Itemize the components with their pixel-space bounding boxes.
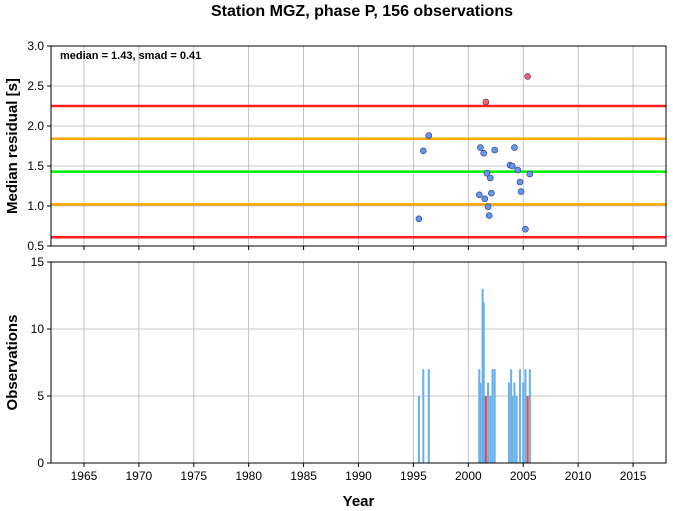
observation-bars: [417, 288, 531, 463]
y-tick-label: 1.5: [27, 159, 44, 173]
residual-point: [491, 146, 498, 154]
observation-bar: [482, 302, 485, 463]
observation-bar: [478, 369, 481, 463]
observation-bar: [513, 382, 516, 463]
reference-lines: [51, 104, 666, 239]
top-grid: [51, 45, 666, 247]
bottom-panel: 1965 1970 1975 1980 1985 1990 1995 2000 2005 2010…: [4, 255, 667, 510]
residual-point: [485, 212, 493, 219]
residual-point: [415, 215, 423, 223]
bottom-grid: [51, 261, 666, 464]
observation-bar: [417, 396, 420, 463]
observation-bar: [515, 396, 518, 463]
top-panel: 0.5 1.0 1.5 2.0 2.5 3.0 median = 1.43, smad =…: [4, 39, 667, 253]
x-axis-label: Year: [343, 493, 375, 510]
residual-point: [476, 191, 483, 199]
residual-point: [508, 162, 516, 170]
y-tick-label: 5: [37, 389, 44, 403]
x-tick-label: 1995: [400, 469, 427, 483]
chart-title: Station MGZ, phase P, 156 observations: [211, 3, 513, 20]
x-tick-label: 2005: [510, 469, 537, 483]
residual-point: [524, 73, 531, 80]
y-tick-label: 2.0: [27, 119, 44, 133]
x-tick-label: 1990: [345, 469, 372, 483]
residual-point: [517, 188, 525, 195]
observation-bar: [422, 369, 425, 463]
observation-bar: [483, 396, 486, 463]
residual-point: [516, 178, 524, 186]
observation-bar: [489, 396, 492, 463]
observation-bar: [491, 369, 494, 463]
observation-bar: [479, 382, 482, 463]
x-tick-label: 2015: [620, 469, 647, 483]
x-tick-label: 2000: [455, 469, 482, 483]
observation-bar: [487, 382, 490, 463]
x-tick-label: 1965: [71, 469, 98, 483]
observation-bar: [511, 396, 514, 463]
x-tick-label: 2010: [565, 469, 592, 483]
residual-point: [488, 189, 495, 197]
residual-point: [477, 144, 484, 151]
residual-point: [483, 169, 491, 177]
y-tick-label: 3.0: [27, 39, 44, 53]
residual-point: [486, 174, 494, 182]
x-tick-label: 1985: [290, 469, 317, 483]
y-tick-label: 0: [37, 456, 44, 470]
residual-point: [419, 147, 427, 155]
observation-bar: [526, 396, 529, 463]
x-tick-label: 1980: [235, 469, 262, 483]
observation-bar: [493, 369, 496, 463]
observation-bar: [507, 382, 510, 463]
observation-bar: [524, 369, 527, 463]
residual-point: [484, 203, 492, 211]
residual-point: [526, 170, 534, 178]
residual-point: [482, 98, 490, 106]
residual-point: [511, 144, 518, 151]
observation-bar: [481, 288, 484, 463]
x-tick-label: 1970: [126, 469, 153, 483]
bottom-y-axis-label: Observations: [4, 315, 21, 411]
residual-point: [480, 149, 487, 157]
residual-point: [425, 132, 433, 139]
observation-bar: [427, 369, 430, 463]
y-tick-label: 1.0: [27, 199, 44, 213]
residual-point: [522, 225, 529, 233]
observation-bar: [484, 396, 487, 463]
observation-bar: [510, 369, 513, 463]
y-tick-label: 10: [31, 322, 45, 336]
top-axis-ticks: 0.5 1.0 1.5 2.0 2.5 3.0: [27, 39, 634, 253]
residual-points: [415, 73, 534, 233]
residual-point: [514, 166, 522, 174]
y-tick-label: 2.5: [27, 79, 44, 93]
median-annotation: median = 1.43, smad = 0.41: [60, 50, 201, 62]
observation-bar: [528, 369, 531, 463]
top-y-axis-label: Median residual [s]: [4, 78, 21, 214]
y-tick-label: 15: [31, 255, 45, 269]
bottom-axis-ticks: 1965 1970 1975 1980 1985 1990 1995 2000 2005 2010…: [31, 255, 647, 483]
observation-bar: [518, 369, 521, 463]
residual-point: [481, 195, 489, 203]
observation-bar: [522, 382, 525, 463]
y-tick-label: 0.5: [27, 239, 44, 253]
x-tick-label: 1975: [180, 469, 207, 483]
